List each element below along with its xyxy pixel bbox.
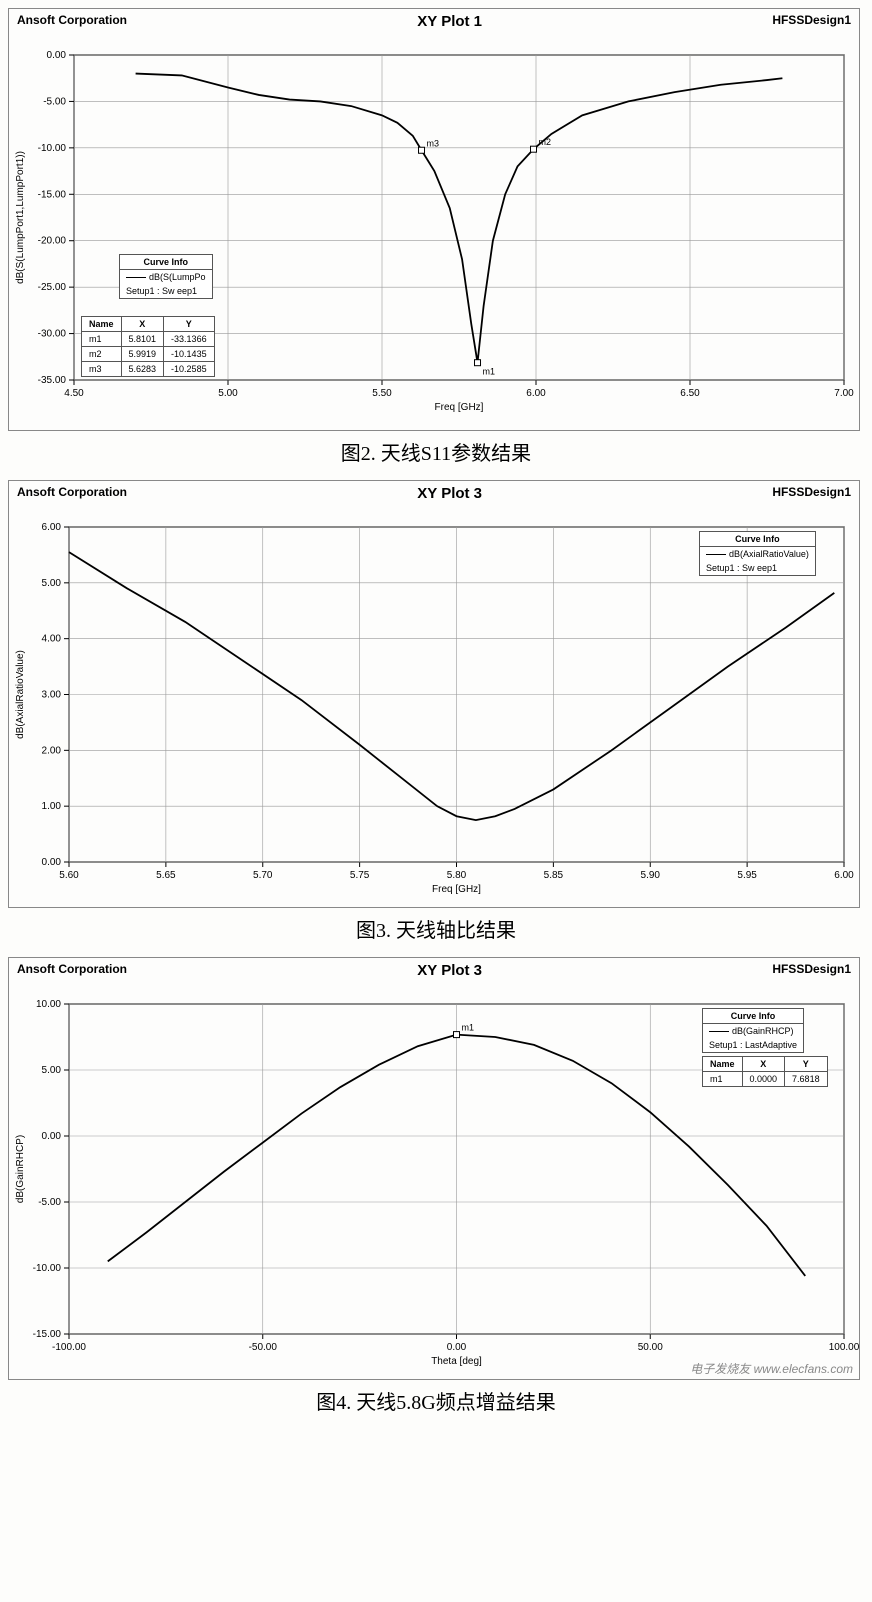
svg-text:5.60: 5.60 bbox=[59, 870, 79, 881]
table-row: m10.00007.6818 bbox=[703, 1072, 828, 1087]
svg-text:5.85: 5.85 bbox=[544, 870, 564, 881]
table-row: m25.9919-10.1435 bbox=[82, 347, 215, 362]
svg-text:5.90: 5.90 bbox=[641, 870, 661, 881]
svg-text:5.95: 5.95 bbox=[737, 870, 757, 881]
table-row: m35.6283-10.2585 bbox=[82, 362, 215, 377]
svg-text:5.50: 5.50 bbox=[372, 388, 392, 399]
marker-label: m1 bbox=[483, 367, 496, 377]
data-series bbox=[136, 74, 783, 363]
x-axis-label: Freq [GHz] bbox=[435, 402, 484, 413]
svg-text:0.00: 0.00 bbox=[447, 1342, 467, 1353]
legend-line-icon bbox=[126, 277, 146, 278]
svg-text:-10.00: -10.00 bbox=[33, 1263, 62, 1274]
legend-title: Curve Info bbox=[120, 255, 212, 270]
svg-text:-30.00: -30.00 bbox=[38, 329, 67, 340]
table-header: X bbox=[742, 1057, 785, 1072]
svg-text:-100.00: -100.00 bbox=[52, 1342, 86, 1353]
data-series bbox=[69, 552, 834, 820]
chart-container: Ansoft Corporation XY Plot 3 HFSSDesign1 -1… bbox=[8, 957, 860, 1380]
figure-caption: 图3. 天线轴比结果 bbox=[8, 914, 864, 943]
legend-line-icon bbox=[709, 1031, 729, 1032]
svg-text:-15.00: -15.00 bbox=[33, 1329, 62, 1340]
legend-title: Curve Info bbox=[700, 532, 815, 547]
chart-header: Ansoft Corporation XY Plot 3 HFSSDesign1 bbox=[9, 958, 859, 979]
chart-container: Ansoft Corporation XY Plot 3 HFSSDesign1 5.… bbox=[8, 480, 860, 908]
svg-text:6.00: 6.00 bbox=[526, 388, 546, 399]
svg-text:-10.00: -10.00 bbox=[38, 143, 67, 154]
table-header: Name bbox=[82, 317, 122, 332]
svg-text:3.00: 3.00 bbox=[42, 690, 62, 701]
svg-text:6.50: 6.50 bbox=[680, 388, 700, 399]
chart-container: Ansoft Corporation XY Plot 1 HFSSDesign1 4.… bbox=[8, 8, 860, 431]
svg-text:5.00: 5.00 bbox=[42, 1065, 62, 1076]
x-axis-label: Freq [GHz] bbox=[432, 884, 481, 895]
svg-text:-15.00: -15.00 bbox=[38, 189, 67, 200]
svg-text:-35.00: -35.00 bbox=[38, 375, 67, 386]
table-header: Y bbox=[164, 317, 215, 332]
svg-text:4.50: 4.50 bbox=[64, 388, 84, 399]
legend-row: dB(AxialRatioValue) bbox=[700, 547, 815, 561]
y-axis-label: dB(S(LumpPort1,LumpPort1)) bbox=[15, 151, 26, 284]
figure-caption: 图2. 天线S11参数结果 bbox=[8, 437, 864, 466]
svg-text:0.00: 0.00 bbox=[47, 50, 67, 61]
svg-text:6.00: 6.00 bbox=[834, 870, 854, 881]
marker-label: m2 bbox=[539, 137, 552, 147]
design-label: HFSSDesign1 bbox=[772, 485, 851, 502]
svg-text:10.00: 10.00 bbox=[36, 999, 61, 1010]
marker-table: NameXYm15.8101-33.1366m25.9919-10.1435m3… bbox=[81, 316, 215, 377]
svg-text:0.00: 0.00 bbox=[42, 1131, 62, 1142]
figure-caption: 图4. 天线5.8G频点增益结果 bbox=[8, 1386, 864, 1415]
marker-table: NameXYm10.00007.6818 bbox=[702, 1056, 828, 1087]
table-header: Y bbox=[785, 1057, 828, 1072]
chart-header: Ansoft Corporation XY Plot 1 HFSSDesign1 bbox=[9, 9, 859, 30]
svg-text:-25.00: -25.00 bbox=[38, 282, 67, 293]
svg-text:1.00: 1.00 bbox=[42, 801, 62, 812]
x-axis-label: Theta [deg] bbox=[431, 1356, 482, 1367]
corp-label: Ansoft Corporation bbox=[17, 13, 127, 30]
svg-text:5.00: 5.00 bbox=[218, 388, 238, 399]
legend-row: dB(GainRHCP) bbox=[703, 1024, 803, 1038]
corp-label: Ansoft Corporation bbox=[17, 962, 127, 979]
svg-text:5.00: 5.00 bbox=[42, 578, 62, 589]
legend-row: Setup1 : LastAdaptive bbox=[703, 1038, 803, 1052]
corp-label: Ansoft Corporation bbox=[17, 485, 127, 502]
svg-text:5.70: 5.70 bbox=[253, 870, 273, 881]
legend-box: Curve InfodB(GainRHCP)Setup1 : LastAdapt… bbox=[702, 1008, 804, 1053]
chart-header: Ansoft Corporation XY Plot 3 HFSSDesign1 bbox=[9, 481, 859, 502]
watermark: 电子发烧友 www.elecfans.com bbox=[690, 1360, 853, 1377]
marker-label: m1 bbox=[462, 1023, 475, 1033]
design-label: HFSSDesign1 bbox=[772, 962, 851, 979]
y-axis-label: dB(AxialRatioValue) bbox=[15, 650, 26, 739]
y-axis-label: dB(GainRHCP) bbox=[15, 1135, 26, 1203]
svg-text:2.00: 2.00 bbox=[42, 745, 62, 756]
svg-text:6.00: 6.00 bbox=[42, 522, 62, 533]
legend-row: Setup1 : Sw eep1 bbox=[700, 561, 815, 575]
legend-title: Curve Info bbox=[703, 1009, 803, 1024]
svg-text:5.65: 5.65 bbox=[156, 870, 176, 881]
svg-text:100.00: 100.00 bbox=[829, 1342, 859, 1353]
svg-text:4.00: 4.00 bbox=[42, 634, 62, 645]
table-header: X bbox=[121, 317, 164, 332]
design-label: HFSSDesign1 bbox=[772, 13, 851, 30]
chart-title: XY Plot 3 bbox=[417, 962, 482, 979]
chart-title: XY Plot 3 bbox=[417, 485, 482, 502]
svg-text:5.80: 5.80 bbox=[447, 870, 467, 881]
svg-text:0.00: 0.00 bbox=[42, 857, 62, 868]
chart-title: XY Plot 1 bbox=[417, 13, 482, 30]
table-header: Name bbox=[703, 1057, 743, 1072]
svg-text:50.00: 50.00 bbox=[638, 1342, 663, 1353]
table-row: m15.8101-33.1366 bbox=[82, 332, 215, 347]
svg-text:-20.00: -20.00 bbox=[38, 236, 67, 247]
svg-text:-5.00: -5.00 bbox=[38, 1197, 61, 1208]
legend-row: Setup1 : Sw eep1 bbox=[120, 284, 212, 298]
legend-row: dB(S(LumpPo bbox=[120, 270, 212, 284]
svg-text:7.00: 7.00 bbox=[834, 388, 854, 399]
svg-text:-5.00: -5.00 bbox=[43, 96, 66, 107]
svg-text:5.75: 5.75 bbox=[350, 870, 370, 881]
legend-box: Curve InfodB(S(LumpPoSetup1 : Sw eep1 bbox=[119, 254, 213, 299]
svg-text:-50.00: -50.00 bbox=[249, 1342, 278, 1353]
marker-label: m3 bbox=[427, 138, 440, 148]
legend-box: Curve InfodB(AxialRatioValue)Setup1 : Sw… bbox=[699, 531, 816, 576]
legend-line-icon bbox=[706, 554, 726, 555]
